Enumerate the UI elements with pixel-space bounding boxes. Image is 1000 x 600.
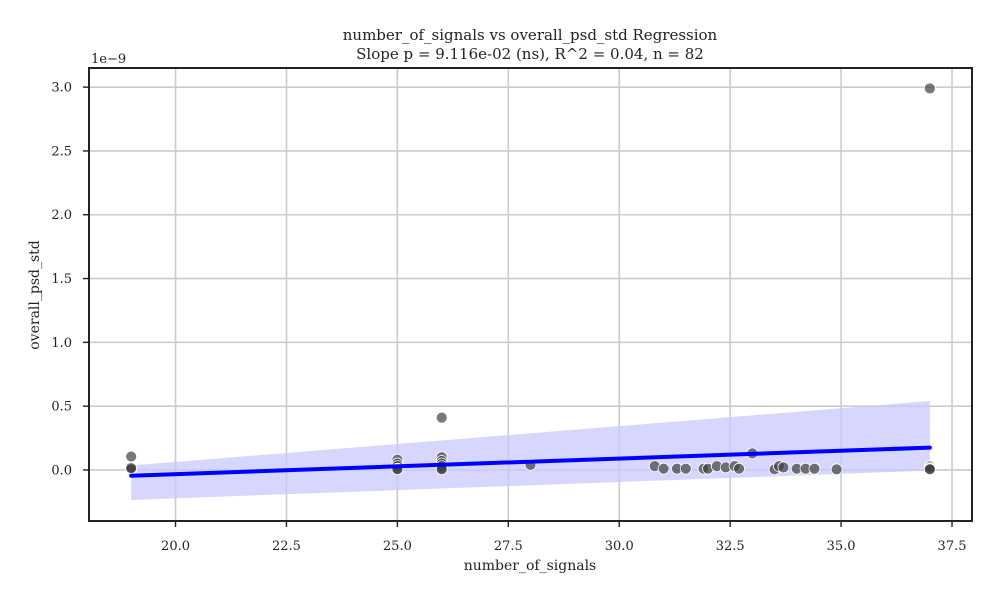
regression-line-layer xyxy=(129,445,932,478)
scatter-point xyxy=(777,461,790,474)
scatter-point xyxy=(679,462,692,475)
y-axis-label: overall_psd_std xyxy=(27,240,43,350)
chart-title: number_of_signals vs overall_psd_std Reg… xyxy=(343,26,718,44)
x-axis-label: number_of_signals xyxy=(464,558,597,574)
x-tick-label: 25.0 xyxy=(383,539,412,554)
scatter-point xyxy=(125,462,138,474)
plot-area-frame xyxy=(88,67,973,522)
x-tick-label: 27.5 xyxy=(494,539,523,554)
x-tick-label: 32.5 xyxy=(716,539,745,554)
x-tick-label: 22.5 xyxy=(272,539,301,554)
scatter-point xyxy=(435,411,448,424)
chart-subtitle: Slope p = 9.116e-02 (ns), R^2 = 0.04, n … xyxy=(356,45,704,63)
y-offset-label: 1e−9 xyxy=(91,52,126,67)
y-tick-label: 0.0 xyxy=(51,463,72,478)
scatter-point xyxy=(125,450,138,463)
regression-line xyxy=(129,445,932,478)
y-tick-label: 3.0 xyxy=(51,81,72,96)
ticks-layer: 20.0 22.5 25.0 27.5 30.0 32.5 35.0 37.5 0.0 0.5 1.… xyxy=(51,81,966,554)
x-tick-label: 35.0 xyxy=(827,539,856,554)
y-tick-label: 1.5 xyxy=(51,272,72,287)
scatter-point xyxy=(830,463,843,476)
x-tick-label: 30.0 xyxy=(605,539,634,554)
x-tick-label: 37.5 xyxy=(938,539,967,554)
scatter-point xyxy=(923,82,936,95)
y-tick-label: 1.0 xyxy=(51,336,72,351)
y-tick-label: 0.5 xyxy=(51,400,72,415)
confidence-band-layer xyxy=(131,401,930,500)
y-tick-label: 2.0 xyxy=(51,208,72,223)
confidence-band xyxy=(131,401,930,500)
scatter-point xyxy=(657,462,670,475)
y-tick-label: 2.5 xyxy=(51,144,72,159)
scatter-point xyxy=(808,462,821,475)
scatter-point xyxy=(733,462,745,475)
scatter-point xyxy=(923,463,936,476)
grid-layer xyxy=(89,68,972,521)
x-tick-label: 20.0 xyxy=(161,539,190,554)
